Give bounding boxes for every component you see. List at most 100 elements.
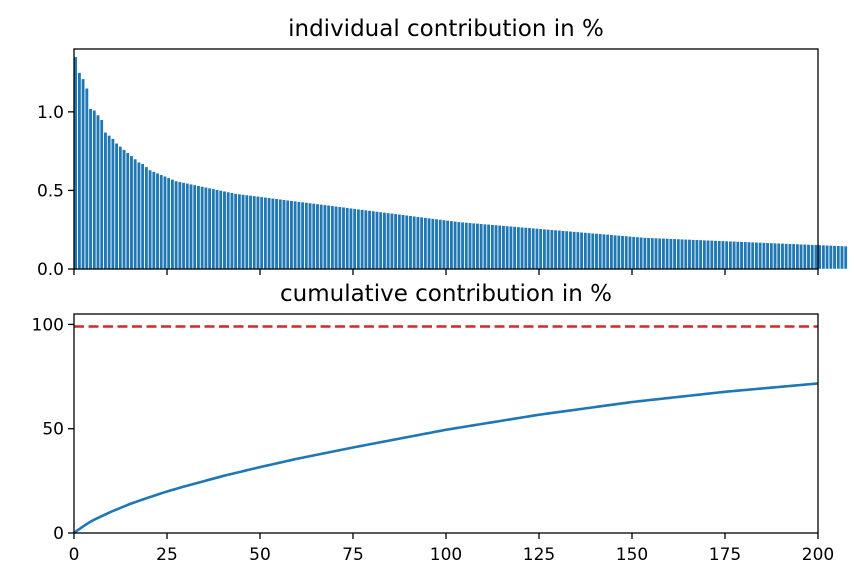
bar bbox=[427, 217, 431, 270]
bar bbox=[732, 241, 737, 270]
bar bbox=[371, 210, 376, 270]
x-tick-label: 50 bbox=[249, 545, 271, 565]
bar bbox=[825, 245, 830, 270]
bar bbox=[535, 228, 539, 270]
bar bbox=[296, 201, 301, 270]
bar bbox=[806, 244, 811, 270]
bar bbox=[761, 242, 766, 270]
bar bbox=[118, 146, 123, 270]
bar bbox=[151, 171, 156, 270]
bar bbox=[404, 215, 409, 270]
bar bbox=[739, 241, 744, 270]
bar bbox=[694, 239, 699, 270]
bar bbox=[319, 204, 324, 270]
bar bbox=[676, 238, 681, 270]
bar bbox=[200, 186, 205, 270]
bar bbox=[349, 207, 353, 270]
bar bbox=[211, 188, 216, 270]
bar bbox=[352, 208, 357, 270]
bar bbox=[479, 223, 484, 270]
cumulative-contribution-panel: cumulative contribution in % 0 50 100 0 25 50… bbox=[32, 281, 835, 565]
bar bbox=[397, 214, 402, 270]
bar bbox=[575, 231, 580, 270]
bar bbox=[163, 176, 167, 270]
bar bbox=[549, 229, 554, 270]
bar bbox=[665, 238, 670, 270]
bar bbox=[360, 209, 365, 270]
x-tick-label: 0 bbox=[69, 545, 80, 565]
bar bbox=[508, 226, 513, 270]
bar bbox=[672, 238, 677, 270]
top-ticks: 0.0 0.5 1.0 bbox=[37, 103, 819, 280]
bar bbox=[378, 211, 383, 270]
bottom-ticks: 0 50 100 0 25 50 75 100 125 150 175 200 bbox=[32, 315, 835, 565]
bar bbox=[229, 192, 234, 270]
bar bbox=[233, 193, 238, 270]
bar bbox=[620, 235, 625, 270]
bar bbox=[780, 243, 785, 270]
bar bbox=[568, 231, 573, 270]
bar bbox=[363, 209, 368, 270]
bar bbox=[486, 224, 491, 270]
bar bbox=[326, 205, 331, 270]
bar bbox=[758, 242, 763, 270]
bar bbox=[107, 135, 112, 270]
bar bbox=[512, 226, 517, 270]
bar bbox=[561, 230, 565, 270]
bar bbox=[624, 235, 629, 270]
bar bbox=[96, 114, 100, 270]
x-tick-label: 25 bbox=[156, 545, 178, 565]
bar bbox=[810, 244, 815, 270]
bar bbox=[274, 198, 279, 270]
bar bbox=[583, 232, 588, 270]
bar bbox=[382, 212, 387, 270]
bar bbox=[77, 72, 82, 270]
bar bbox=[270, 198, 275, 270]
bar bbox=[438, 219, 443, 270]
bar bbox=[389, 213, 394, 270]
bar bbox=[814, 244, 818, 270]
bar bbox=[322, 204, 327, 270]
bar bbox=[471, 222, 476, 270]
bar bbox=[501, 225, 506, 270]
bar bbox=[218, 190, 223, 270]
bar bbox=[155, 172, 160, 270]
bar bbox=[170, 179, 175, 270]
bar bbox=[557, 230, 562, 270]
bar bbox=[657, 237, 662, 270]
bar bbox=[680, 238, 684, 270]
bar bbox=[776, 242, 781, 270]
bar bbox=[334, 206, 338, 270]
bar bbox=[579, 231, 584, 270]
bar bbox=[683, 239, 688, 270]
bar bbox=[750, 241, 755, 270]
bar bbox=[185, 183, 190, 270]
bar bbox=[88, 108, 93, 270]
bar bbox=[181, 182, 186, 270]
bar bbox=[717, 240, 722, 270]
bar bbox=[709, 240, 714, 270]
bar bbox=[735, 241, 740, 270]
bar bbox=[203, 187, 208, 270]
bar bbox=[601, 233, 606, 270]
bar bbox=[787, 243, 792, 270]
bar bbox=[393, 213, 398, 270]
bar bbox=[110, 138, 115, 270]
bar bbox=[799, 243, 804, 270]
bar bbox=[840, 245, 844, 270]
bar bbox=[791, 243, 796, 270]
bar bbox=[668, 238, 673, 270]
bar bbox=[408, 215, 413, 270]
bar bbox=[263, 197, 268, 270]
bar bbox=[490, 224, 495, 270]
bar bbox=[553, 229, 558, 270]
bar bbox=[412, 215, 417, 270]
bar bbox=[494, 224, 498, 270]
bar bbox=[177, 181, 182, 270]
bar bbox=[628, 236, 632, 270]
bar bbox=[122, 149, 126, 270]
bar bbox=[516, 226, 521, 270]
bar bbox=[635, 236, 640, 270]
bar bbox=[196, 185, 201, 270]
bar bbox=[386, 212, 391, 270]
